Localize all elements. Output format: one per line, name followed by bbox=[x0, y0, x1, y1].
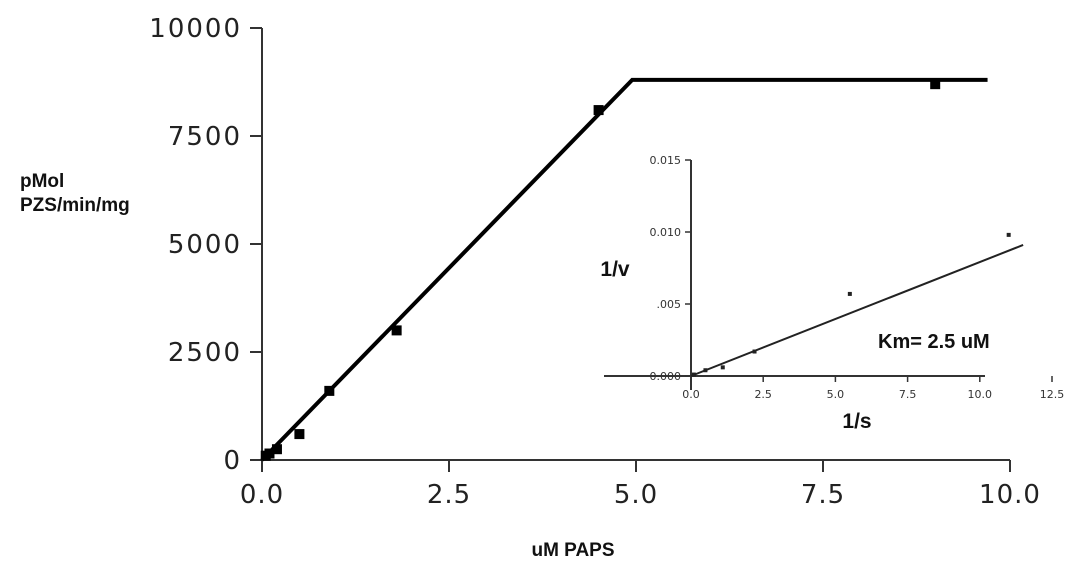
x-axis-title: uM PAPS bbox=[531, 540, 614, 561]
inset-data-point bbox=[847, 291, 852, 296]
inset-y-tick-label: 0.015 bbox=[650, 154, 682, 167]
inset-x-axis-title: 1/s bbox=[842, 410, 871, 433]
inset-y-tick-label: .005 bbox=[657, 298, 682, 311]
inset-data-point bbox=[691, 372, 696, 377]
data-point bbox=[271, 444, 282, 455]
inset-y-tick-label: 0.010 bbox=[650, 226, 682, 239]
y-tick-label: 7500 bbox=[168, 122, 242, 152]
x-tick-label: 10.0 bbox=[979, 480, 1041, 510]
axis-titles: pMol PZS/min/mg uM PAPS 1/v 1/s Km= 2.5 … bbox=[20, 171, 990, 561]
y-axis-title-line-1: pMol bbox=[20, 171, 64, 192]
inset-data-point bbox=[720, 365, 725, 370]
km-annotation: Km= 2.5 uM bbox=[878, 331, 990, 353]
y-tick-label: 5000 bbox=[168, 230, 242, 260]
inset-x-tick-label: 0.0 bbox=[682, 388, 700, 401]
y-axis-title-line-2: PZS/min/mg bbox=[20, 195, 130, 216]
inset-x-tick-label: 2.5 bbox=[754, 388, 772, 401]
inset-data-point bbox=[1006, 232, 1011, 237]
inset-x-tick-label: 5.0 bbox=[827, 388, 845, 401]
inset-x-tick-label: 12.5 bbox=[1040, 388, 1065, 401]
data-point bbox=[930, 79, 941, 90]
y-tick-label: 10000 bbox=[149, 14, 242, 44]
inset-y-tick-label: 0.000 bbox=[650, 370, 682, 383]
main-plot: 0 2500 5000 7500 10000 0.0 2.5 5.0 7.5 10.0 bbox=[149, 14, 1041, 510]
y-tick-label: 0 bbox=[223, 446, 242, 476]
inset-x-tick-label: 10.0 bbox=[968, 388, 993, 401]
x-tick-label: 7.5 bbox=[801, 480, 845, 510]
inset-data-point bbox=[703, 368, 708, 373]
inset-x-tick-label: 7.5 bbox=[899, 388, 917, 401]
x-tick-label: 2.5 bbox=[427, 480, 471, 510]
inset-y-axis-title: 1/v bbox=[600, 258, 630, 281]
data-point bbox=[324, 385, 335, 396]
data-point bbox=[391, 325, 402, 336]
x-tick-label: 0.0 bbox=[240, 480, 284, 510]
data-point bbox=[593, 105, 604, 116]
inset-data-point bbox=[752, 349, 757, 354]
data-point bbox=[264, 448, 275, 459]
inset-background bbox=[600, 150, 1065, 432]
data-point bbox=[294, 429, 305, 440]
saturation-fit-line bbox=[260, 77, 988, 462]
inset-fit-line bbox=[690, 244, 1024, 377]
y-tick-label: 2500 bbox=[168, 338, 242, 368]
x-tick-label: 5.0 bbox=[614, 480, 658, 510]
inset-plot: 0.000 .005 0.010 0.015 0.0 2.5 5.0 7.5 10.0 12.5 bbox=[600, 150, 1065, 432]
